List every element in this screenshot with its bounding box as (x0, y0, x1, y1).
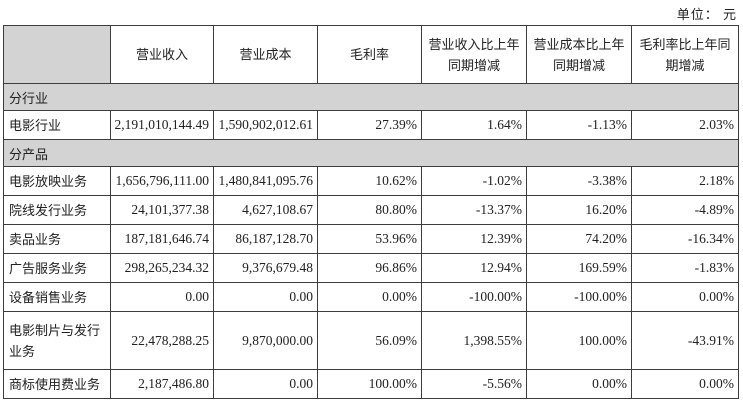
cell-value: 1,590,902,012.61 (213, 110, 318, 140)
column-header-gross-margin: 毛利率 (317, 25, 422, 84)
unit-label: 单位： 元 (676, 7, 737, 22)
cell-value: 10.62% (317, 166, 422, 196)
cell-value: 80.80% (317, 195, 422, 225)
column-header-margin-yoy: 毛利率比上年同期增减 (631, 25, 739, 84)
section-row: 分产品 (3, 139, 739, 167)
cell-value: -1.02% (421, 166, 527, 196)
cell-value: 0.00% (631, 369, 739, 399)
cell-value: 9,870,000.00 (213, 311, 318, 370)
cell-value: 169.59% (526, 253, 632, 283)
cell-value: 0.00% (526, 369, 632, 399)
row-label: 商标使用费业务 (3, 369, 111, 399)
cell-value: 2.18% (631, 166, 739, 196)
table-row: 院线发行业务 24,101,377.38 4,627,108.67 80.80% -13… (3, 195, 739, 225)
row-label: 卖品业务 (3, 224, 111, 254)
revenue-breakdown-table: 营业收入 营业成本 毛利率 营业收入比上年同期增减 营业成本比上年同期增减 毛利… (3, 25, 739, 399)
row-label: 电影放映业务 (3, 166, 111, 196)
table-row: 电影制片与发行业务 22,478,288.25 9,870,000.00 56.09%… (3, 311, 739, 370)
cell-value: 96.86% (317, 253, 422, 283)
row-label: 院线发行业务 (3, 195, 111, 225)
cell-value: 2.03% (631, 110, 739, 140)
section-title: 分行业 (3, 83, 739, 111)
column-header-blank (3, 25, 111, 84)
cell-value: 74.20% (526, 224, 632, 254)
table-row: 设备销售业务 0.00 0.00 0.00% -100.00% -100.00% 0.00% (3, 282, 739, 312)
row-label: 设备销售业务 (3, 282, 111, 312)
cell-value: 4,627,108.67 (213, 195, 318, 225)
cell-value: 1.64% (421, 110, 527, 140)
section-row: 分行业 (3, 83, 739, 111)
cell-value: 187,181,646.74 (110, 224, 214, 254)
column-header-cost: 营业成本 (213, 25, 318, 84)
cell-value: 9,376,679.48 (213, 253, 318, 283)
row-label: 电影制片与发行业务 (3, 311, 111, 370)
cell-value: 22,478,288.25 (110, 311, 214, 370)
cell-value: 0.00 (213, 369, 318, 399)
cell-value: -16.34% (631, 224, 739, 254)
cell-value: 298,265,234.32 (110, 253, 214, 283)
cell-value: 12.94% (421, 253, 527, 283)
cell-value: 27.39% (317, 110, 422, 140)
cell-value: 2,191,010,144.49 (110, 110, 214, 140)
cell-value: -4.89% (631, 195, 739, 225)
table-row: 商标使用费业务 2,187,486.80 0.00 100.00% -5.56% 0.00… (3, 369, 739, 399)
cell-value: -3.38% (526, 166, 632, 196)
cell-value: 53.96% (317, 224, 422, 254)
cell-value: 100.00% (526, 311, 632, 370)
table-header-row: 营业收入 营业成本 毛利率 营业收入比上年同期增减 营业成本比上年同期增减 毛利… (3, 25, 739, 84)
cell-value: -43.91% (631, 311, 739, 370)
cell-value: 0.00% (631, 282, 739, 312)
cell-value: -1.83% (631, 253, 739, 283)
table-body: 分行业 电影行业 2,191,010,144.49 1,590,902,012.61 2… (3, 83, 739, 399)
cell-value: 2,187,486.80 (110, 369, 214, 399)
column-header-revenue: 营业收入 (110, 25, 214, 84)
table-row: 电影行业 2,191,010,144.49 1,590,902,012.61 27.3… (3, 110, 739, 140)
row-label: 广告服务业务 (3, 253, 111, 283)
cell-value: -100.00% (526, 282, 632, 312)
cell-value: 24,101,377.38 (110, 195, 214, 225)
cell-value: 12.39% (421, 224, 527, 254)
cell-value: 0.00 (213, 282, 318, 312)
cell-value: 86,187,128.70 (213, 224, 318, 254)
column-header-revenue-yoy: 营业收入比上年同期增减 (421, 25, 527, 84)
table-row: 电影放映业务 1,656,796,111.00 1,480,841,095.76 10… (3, 166, 739, 196)
section-title: 分产品 (3, 139, 739, 167)
cell-value: 100.00% (317, 369, 422, 399)
cell-value: -5.56% (421, 369, 527, 399)
cell-value: -13.37% (421, 195, 527, 225)
column-header-cost-yoy: 营业成本比上年同期增减 (526, 25, 632, 84)
row-label: 电影行业 (3, 110, 111, 140)
cell-value: 16.20% (526, 195, 632, 225)
cell-value: -1.13% (526, 110, 632, 140)
cell-value: 56.09% (317, 311, 422, 370)
cell-value: 1,656,796,111.00 (110, 166, 214, 196)
cell-value: 1,398.55% (421, 311, 527, 370)
cell-value: 0.00 (110, 282, 214, 312)
table-row: 卖品业务 187,181,646.74 86,187,128.70 53.96% 12.… (3, 224, 739, 254)
cell-value: 1,480,841,095.76 (213, 166, 318, 196)
cell-value: -100.00% (421, 282, 527, 312)
table-row: 广告服务业务 298,265,234.32 9,376,679.48 96.86% 12… (3, 253, 739, 283)
cell-value: 0.00% (317, 282, 422, 312)
